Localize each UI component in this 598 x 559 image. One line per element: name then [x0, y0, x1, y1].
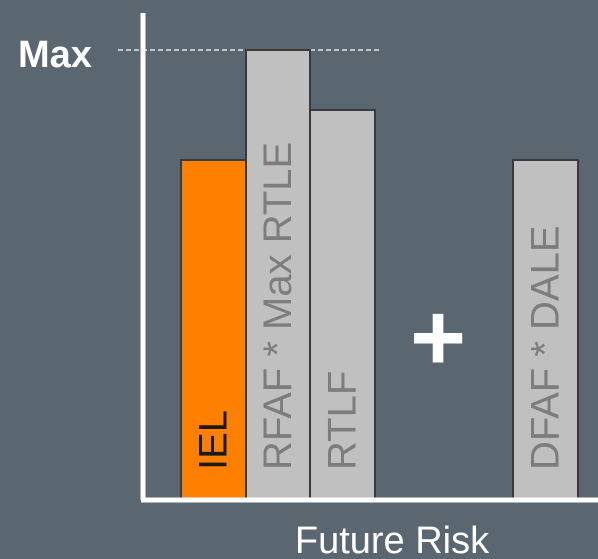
plus-operator: +: [410, 284, 466, 391]
bar-1: [245, 49, 311, 501]
bar-labels-group: IEL RFAF * Max RTLE RTLF DFAF * DALE: [192, 142, 568, 470]
bar-label-3: DFAF * DALE: [524, 225, 568, 470]
bar-label-1: RFAF * Max RTLE: [256, 142, 300, 470]
x-axis-label: Future Risk: [295, 520, 490, 559]
bar-3: [512, 159, 579, 501]
bar-label-2: RTLF: [321, 371, 365, 470]
max-label: Max: [18, 34, 92, 76]
bars-group: [180, 49, 579, 501]
bar-label-0: IEL: [192, 410, 236, 470]
